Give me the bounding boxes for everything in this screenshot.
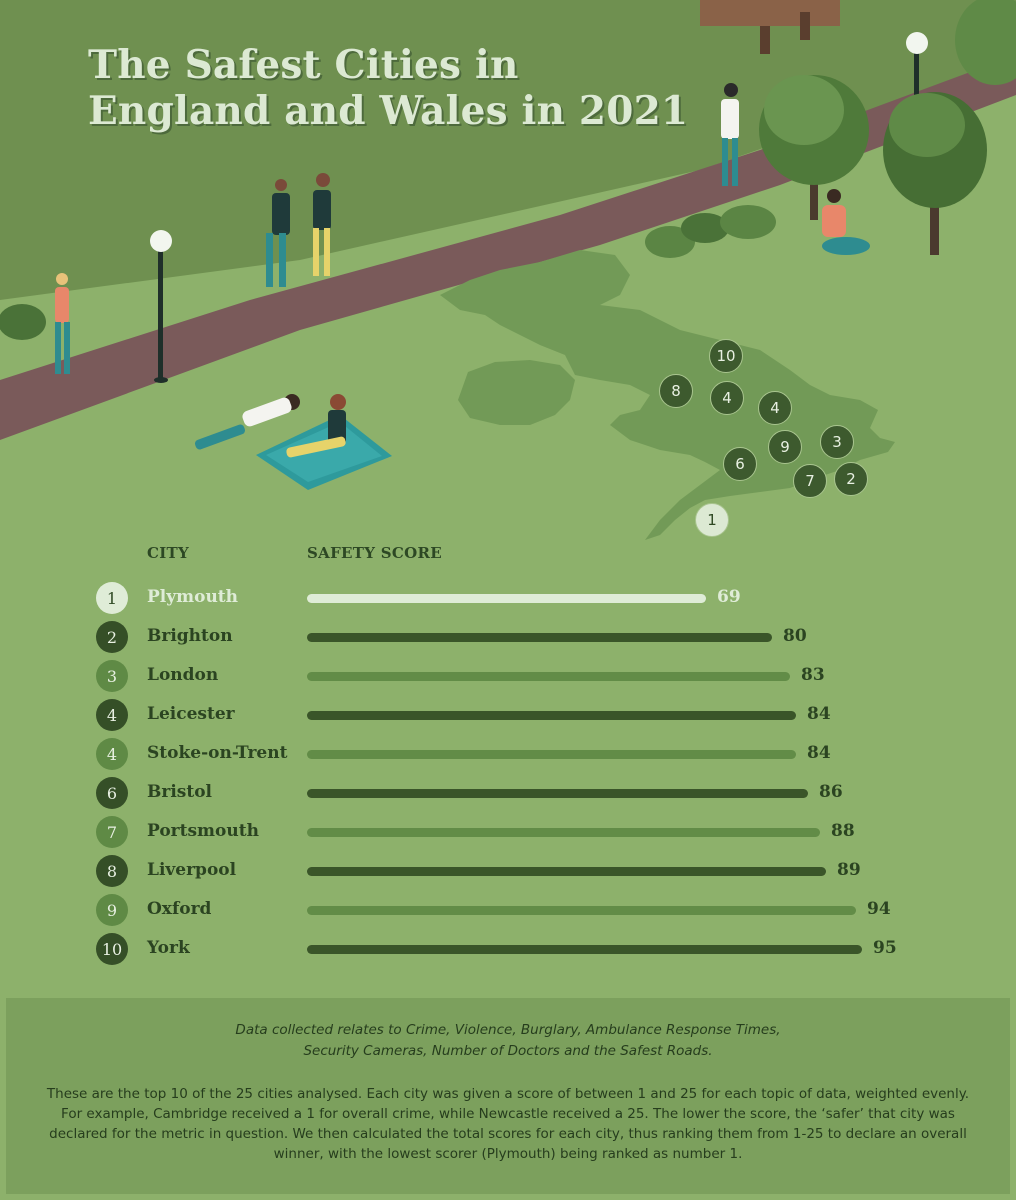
- rank-badge: 1: [96, 582, 128, 614]
- person-icon: [822, 189, 870, 255]
- score-bar: [307, 867, 826, 876]
- city-label: Plymouth: [147, 587, 239, 607]
- person-icon: [286, 394, 346, 458]
- score-value: 69: [717, 587, 741, 607]
- footpath: [0, 55, 1016, 440]
- score-bar: [307, 672, 790, 681]
- rank-badge: 7: [96, 816, 128, 848]
- map-pin-portsmouth: 7: [793, 464, 827, 498]
- methodology-text: These are the top 10 of the 25 cities an…: [46, 1086, 970, 1162]
- tree-icon: [883, 92, 987, 255]
- picnic-blanket-icon: [256, 415, 392, 490]
- rank-badge: 9: [96, 894, 128, 926]
- city-label: Leicester: [147, 704, 235, 724]
- page-title-line-2: England and Wales in 2021: [88, 88, 689, 134]
- city-label: Stoke-on-Trent: [147, 743, 288, 763]
- score-bar: [307, 750, 796, 759]
- bush-icon: [0, 205, 776, 340]
- score-bar: [307, 711, 796, 720]
- map-pin-oxford: 9: [768, 430, 802, 464]
- tree-icon: [759, 75, 869, 220]
- score-value: 95: [873, 938, 897, 958]
- table-row: 4 Leicester 84: [0, 697, 1016, 731]
- score-value: 83: [801, 665, 825, 685]
- table-row: 8 Liverpool 89: [0, 853, 1016, 887]
- city-label: London: [147, 665, 219, 685]
- city-label: Brighton: [147, 626, 233, 646]
- person-icon: [55, 273, 70, 374]
- city-label: Bristol: [147, 782, 213, 802]
- city-label: Oxford: [147, 899, 212, 919]
- city-label: Portsmouth: [147, 821, 259, 841]
- map-pin-bristol: 6: [723, 447, 757, 481]
- page-title: The Safest Cities in: [88, 42, 519, 88]
- person-icon: [313, 173, 331, 276]
- person-icon: [194, 394, 300, 450]
- person-icon: [266, 179, 290, 287]
- map-pin-plymouth: 1: [695, 503, 729, 537]
- table-row: 9 Oxford 94: [0, 892, 1016, 926]
- rank-badge: 6: [96, 777, 128, 809]
- tree-icon: [955, 0, 1016, 85]
- person-icon: [721, 83, 739, 186]
- table-row: 2 Brighton 80: [0, 619, 1016, 653]
- lamp-post-icon: [906, 32, 928, 112]
- rank-badge: 10: [96, 933, 128, 965]
- table-row: 7 Portsmouth 88: [0, 814, 1016, 848]
- table-row: 10 York 95: [0, 931, 1016, 965]
- map-pin-brighton: 2: [834, 462, 868, 496]
- score-value: 80: [783, 626, 807, 646]
- rank-badge: 4: [96, 738, 128, 770]
- table-row: 3 London 83: [0, 658, 1016, 692]
- map-pin-leicester: 4: [758, 391, 792, 425]
- table-row: 1 Plymouth 69: [0, 580, 1016, 614]
- score-bar: [307, 945, 862, 954]
- map-pin-london: 3: [820, 425, 854, 459]
- bench-icon: [700, 0, 840, 54]
- park-illustration: [0, 0, 1016, 560]
- score-value: 88: [831, 821, 855, 841]
- column-header-safety-score: SAFETY SCORE: [307, 544, 442, 562]
- score-bar: [307, 906, 856, 915]
- data-source-note-line-1: Data collected relates to Crime, Violenc…: [235, 1022, 781, 1038]
- rank-badge: 2: [96, 621, 128, 653]
- city-label: Liverpool: [147, 860, 237, 880]
- map-pin-liverpool: 8: [659, 374, 693, 408]
- data-source-note-line-2: Security Cameras, Number of Doctors and …: [303, 1043, 713, 1059]
- score-bar: [307, 633, 772, 642]
- table-row: 6 Bristol 86: [0, 775, 1016, 809]
- rank-badge: 8: [96, 855, 128, 887]
- column-header-city: CITY: [147, 544, 190, 562]
- score-value: 84: [807, 743, 831, 763]
- score-value: 89: [837, 860, 861, 880]
- data-source-note: Data collected relates to Crime, Violenc…: [6, 1020, 1010, 1062]
- score-value: 94: [867, 899, 891, 919]
- city-label: York: [147, 938, 190, 958]
- score-value: 86: [819, 782, 843, 802]
- score-value: 84: [807, 704, 831, 724]
- map-pin-york: 10: [709, 339, 743, 373]
- rank-badge: 3: [96, 660, 128, 692]
- table-row: 4 Stoke-on-Trent 84: [0, 736, 1016, 770]
- score-bar: [307, 828, 820, 837]
- rank-badge: 4: [96, 699, 128, 731]
- map-pin-stoke-on-trent: 4: [710, 381, 744, 415]
- score-bar: [307, 594, 706, 603]
- score-bar: [307, 789, 808, 798]
- lamp-post-icon: [150, 230, 172, 383]
- footer-panel: Data collected relates to Crime, Violenc…: [6, 998, 1010, 1194]
